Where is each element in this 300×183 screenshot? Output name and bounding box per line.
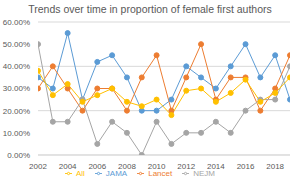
svg-text:2012: 2012 [177,162,195,171]
svg-text:10.00%: 10.00% [8,129,30,138]
html-text:Lancet: Lancet [148,169,173,178]
html-text:NEJM: NEJM [193,169,215,178]
html-text:All: All [76,169,85,178]
svg-text:2014: 2014 [207,162,225,171]
svg-text:2006: 2006 [88,162,106,171]
svg-text:2008: 2008 [118,162,136,171]
svg-text:60.00%: 60.00% [8,18,30,27]
svg-text:20.00%: 20.00% [8,107,30,116]
svg-text:50.00%: 50.00% [8,40,30,49]
svg-text:40.00%: 40.00% [8,62,30,71]
svg-text:30.00%: 30.00% [8,84,30,93]
svg-text:0.00%: 0.00% [8,151,30,160]
svg-text:2004: 2004 [59,162,77,171]
svg-text:2010: 2010 [148,162,166,171]
svg-text:2016: 2016 [237,162,255,171]
svg-text:2018: 2018 [266,162,284,171]
html-text:JAMA: JAMA [105,169,128,178]
svg-text:2002: 2002 [29,162,47,171]
html-text:Trends over time in proportion: Trends over time in proportion of female… [28,3,272,15]
